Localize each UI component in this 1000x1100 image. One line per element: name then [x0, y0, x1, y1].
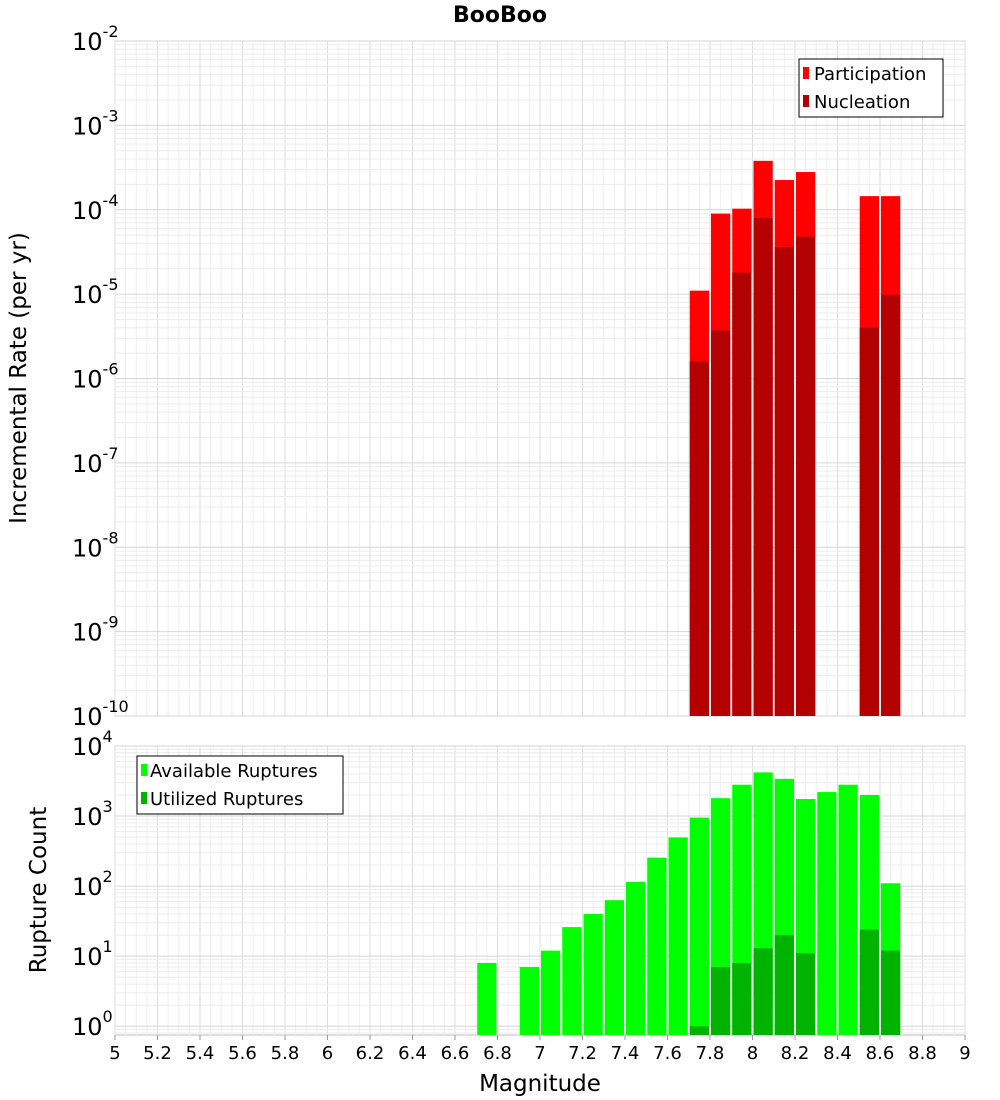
x-tick-label: 7.4: [611, 1043, 640, 1064]
rate-bar-b: [774, 247, 794, 716]
legend-label-utilized: Utilized Ruptures: [150, 789, 303, 810]
x-tick-label: 5.4: [186, 1043, 215, 1064]
count-y-tick-label: 102: [72, 867, 113, 901]
count-bar-a: [477, 962, 497, 1035]
rate-y-tick-label: 10-9: [72, 613, 119, 647]
count-bar-a: [626, 881, 646, 1035]
count-bar-a: [519, 967, 539, 1035]
count-bar-a: [604, 900, 624, 1035]
x-tick-label: 5: [109, 1043, 120, 1064]
rate-y-tick-label: 10-6: [72, 360, 119, 394]
rate-bar-b: [711, 330, 731, 716]
x-tick-label: 8.6: [866, 1043, 895, 1064]
x-tick-label: 8: [747, 1043, 758, 1064]
rate-legend-box: [798, 58, 944, 118]
count-y-tick-label: 100: [72, 1007, 113, 1041]
x-tick-label: 9: [959, 1043, 970, 1064]
count-bar-b: [711, 967, 731, 1035]
x-tick-label: 6.8: [483, 1043, 512, 1064]
x-tick-label: 7: [534, 1043, 545, 1064]
x-axis-label: Magnitude: [479, 1071, 601, 1097]
rate-panel: 10-10 10-9 10-8 10-7 10-6 10-5 10-4 10-3 10-2 In…: [6, 22, 966, 731]
rate-bar-b: [796, 236, 816, 716]
rate-y-tick-labels: 10-10 10-9 10-8 10-7 10-6 10-5 10-4 10-3 10-2: [72, 22, 129, 731]
rate-y-tick-label: 10-10: [72, 697, 129, 731]
x-tick-label: 8.8: [908, 1043, 937, 1064]
x-tick-label: 5.6: [228, 1043, 257, 1064]
x-tick-label: 7.6: [653, 1043, 682, 1064]
count-bar-a: [562, 927, 582, 1035]
count-bar-b: [796, 953, 816, 1035]
count-bar-b: [774, 935, 794, 1035]
x-tick-labels: 5 5.2 5.4 5.6 5.8 6 6.2 6.4 6.6 6.8 7 7.2 7.4 7.6 7.8 8…: [109, 1035, 971, 1064]
count-bar-b: [732, 962, 752, 1035]
rate-legend: Participation Nucleation: [798, 58, 944, 118]
rate-y-tick-label: 10-2: [72, 22, 119, 56]
rate-grid: [114, 40, 966, 717]
x-tick-label: 6.2: [356, 1043, 385, 1064]
count-bar-a: [838, 784, 858, 1035]
count-y-tick-labels: 100 101 102 103 104: [72, 727, 113, 1041]
count-y-tick-label: 101: [72, 937, 113, 971]
x-tick-label: 7.2: [568, 1043, 597, 1064]
count-bar-a: [583, 914, 603, 1035]
legend-swatch-nucleation: [803, 95, 809, 107]
rate-bar-b: [753, 217, 773, 716]
count-bar-a: [668, 837, 688, 1035]
count-bar-b: [859, 929, 879, 1035]
x-tick-label: 8.2: [781, 1043, 810, 1064]
count-panel: 100 101 102 103 104 5 5.2 5.4 5.6 5.8 6 6.2 6.4 6.6 6…: [26, 727, 971, 1097]
chart-title: BooBoo: [453, 3, 547, 28]
rate-bars: [689, 160, 901, 717]
rate-bar-b: [859, 327, 879, 716]
rate-y-tick-label: 10-8: [72, 528, 119, 562]
rate-bar-b: [732, 272, 752, 716]
count-y-tick-label: 103: [72, 797, 113, 831]
count-bar-b: [881, 950, 901, 1035]
legend-swatch-available: [141, 764, 147, 776]
count-y-tick-label: 104: [72, 727, 113, 761]
count-bar-a: [647, 857, 667, 1035]
rate-y-tick-label: 10-3: [72, 106, 119, 140]
x-tick-label: 6: [322, 1043, 333, 1064]
x-tick-label: 7.8: [696, 1043, 725, 1064]
legend-label-available: Available Ruptures: [150, 761, 318, 782]
count-bars: [477, 772, 901, 1035]
x-tick-label: 5.8: [271, 1043, 300, 1064]
count-bar-a: [689, 817, 709, 1035]
count-bar-a: [541, 950, 561, 1035]
x-tick-label: 8.4: [823, 1043, 852, 1064]
count-y-axis-label: Rupture Count: [26, 807, 52, 973]
count-bar-b: [689, 1026, 709, 1035]
count-legend: Available Ruptures Utilized Ruptures: [136, 755, 344, 815]
legend-label-participation: Participation: [814, 64, 926, 85]
x-tick-label: 5.2: [143, 1043, 172, 1064]
legend-swatch-utilized: [141, 792, 147, 804]
x-tick-label: 6.6: [441, 1043, 470, 1064]
rate-bar-b: [689, 361, 709, 716]
legend-swatch-participation: [803, 67, 809, 79]
rate-y-axis-label: Incremental Rate (per yr): [6, 232, 32, 524]
rate-y-tick-label: 10-4: [72, 191, 119, 225]
rate-bar-b: [881, 294, 901, 716]
rate-y-tick-label: 10-7: [72, 444, 119, 478]
legend-label-nucleation: Nucleation: [814, 92, 910, 113]
count-bar-b: [753, 948, 773, 1035]
rate-y-tick-label: 10-5: [72, 275, 119, 309]
count-legend-box: [136, 755, 344, 815]
x-tick-label: 6.4: [398, 1043, 427, 1064]
count-bar-a: [817, 792, 837, 1035]
